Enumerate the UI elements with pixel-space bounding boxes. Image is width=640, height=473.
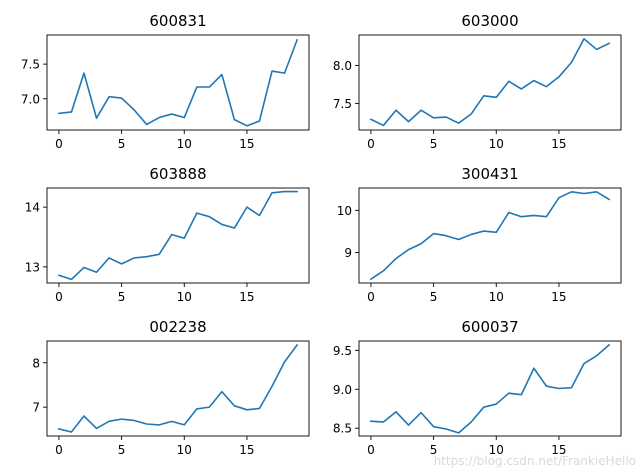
subplot-002238: 002238 0 5 10 15 7 8 [32, 318, 310, 457]
x-tick-label: 10 [177, 137, 192, 151]
axes-frame [358, 340, 622, 437]
series-line [58, 38, 299, 127]
series-line [57, 190, 298, 281]
x-tick-label: 15 [551, 290, 566, 304]
y-tick-label: 8.0 [333, 59, 352, 73]
x-tick-label: 0 [55, 290, 63, 304]
axes-frame [358, 187, 622, 284]
x-tick-label: 10 [177, 290, 192, 304]
x-tick-label: 5 [118, 137, 126, 151]
series-line [369, 191, 611, 281]
x-tick-label: 0 [367, 290, 375, 304]
x-tick-label: 15 [551, 137, 566, 151]
watermark-text: https://blog.csdn.net/FrankieHello [434, 454, 636, 468]
subplot-title: 300431 [461, 165, 518, 183]
subplot-600831: 600831 0 5 10 15 7.0 7.5 [21, 12, 310, 151]
y-tick-label: 9 [344, 246, 352, 260]
y-tick-label: 10 [337, 204, 352, 218]
subplot-title: 002238 [149, 318, 206, 336]
subplot-300431: 300431 0 5 10 15 9 10 [337, 165, 622, 304]
x-tick-label: 5 [430, 443, 438, 457]
series-line [57, 343, 299, 433]
x-tick-label: 5 [118, 290, 126, 304]
series-line [369, 37, 611, 127]
x-tick-label: 5 [118, 443, 126, 457]
y-tick-label: 13 [25, 260, 40, 274]
subplot-603000: 603000 0 5 10 15 7.5 8.0 [333, 12, 622, 151]
x-tick-label: 15 [239, 137, 254, 151]
y-tick-label: 9.0 [333, 383, 352, 397]
subplot-title: 603000 [461, 12, 518, 30]
axes-frame [358, 34, 622, 131]
subplot-grid: 600831 0 5 10 15 7.0 7.5 603000 0 5 10 15 7.5 8.0 6038… [21, 12, 622, 457]
y-tick-label: 7.5 [333, 97, 352, 111]
y-tick-label: 9.5 [333, 344, 352, 358]
subplot-title: 603888 [149, 165, 206, 183]
subplot-title: 600831 [149, 12, 206, 30]
x-tick-label: 10 [489, 290, 504, 304]
x-tick-label: 0 [367, 443, 375, 457]
y-tick-label: 14 [25, 201, 40, 215]
y-tick-label: 7.5 [21, 58, 40, 72]
subplot-title: 600037 [461, 318, 518, 336]
x-tick-label: 5 [430, 137, 438, 151]
x-tick-label: 10 [177, 443, 192, 457]
x-tick-label: 0 [367, 137, 375, 151]
axes-frame [46, 340, 310, 437]
x-tick-label: 15 [551, 443, 566, 457]
subplot-603888: 603888 0 5 10 15 13 14 [25, 165, 310, 304]
y-tick-label: 8 [32, 356, 40, 370]
series-line [370, 343, 611, 434]
x-tick-label: 10 [489, 443, 504, 457]
x-tick-label: 15 [239, 443, 254, 457]
x-tick-label: 15 [239, 290, 254, 304]
y-tick-label: 8.5 [333, 422, 352, 436]
y-tick-label: 7 [32, 401, 40, 415]
x-tick-label: 5 [430, 290, 438, 304]
axes-frame [46, 187, 310, 284]
axes-frame [46, 34, 310, 131]
x-tick-label: 0 [55, 137, 63, 151]
y-tick-label: 7.0 [21, 92, 40, 106]
x-tick-label: 10 [489, 137, 504, 151]
subplot-600037: 600037 0 5 10 15 8.5 9.0 9.5 [333, 318, 622, 457]
x-tick-label: 0 [55, 443, 63, 457]
